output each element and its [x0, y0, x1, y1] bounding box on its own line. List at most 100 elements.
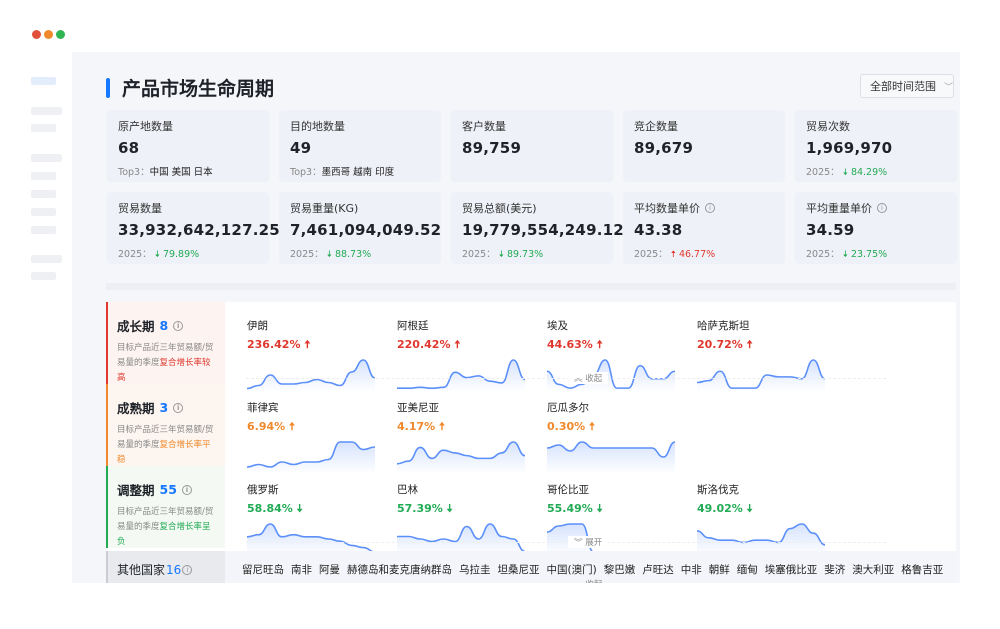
top3-row: Top3：中国 美国 日本: [118, 167, 213, 178]
sparkline-area: [397, 524, 525, 556]
stat-card: 目的地数量 49 Top3：墨西哥 越南 印度: [279, 110, 441, 182]
chevron-double-down-icon: ︾: [574, 538, 583, 548]
stage-count[interactable]: 3: [159, 400, 169, 415]
country-link[interactable]: 中国(澳门): [546, 564, 597, 576]
growth-rate: 220.42% 🠅: [397, 338, 461, 351]
sidebar-item[interactable]: [31, 226, 56, 234]
sparkline-line: [397, 441, 525, 465]
country-link[interactable]: 坦桑尼亚: [497, 564, 540, 576]
window-control-close[interactable]: [32, 30, 41, 39]
stage-info: 成长期 8 i 目标产品近三年贸易额/贸易量的季度复合增长率较高: [106, 302, 225, 384]
info-icon[interactable]: i: [705, 203, 715, 213]
collapse-button[interactable]: ︽ 收起: [568, 372, 609, 384]
sidebar-item[interactable]: [31, 172, 56, 180]
stat-value: 19,779,554,249.12: [462, 221, 624, 239]
country-trend-card[interactable]: 厄瓜多尔 0.30% 🠅: [547, 400, 677, 474]
stat-label: 贸易次数: [806, 120, 850, 133]
country-link[interactable]: 黎巴嫩: [603, 564, 636, 576]
sparkline: [247, 523, 375, 556]
country-link[interactable]: 格鲁吉亚: [901, 564, 944, 576]
arrow-down-icon: 🠇: [842, 167, 848, 178]
sparkline-area: [247, 524, 375, 556]
info-icon[interactable]: i: [181, 484, 192, 495]
sidebar-item[interactable]: [31, 124, 56, 132]
country-trend-card[interactable]: 俄罗斯 58.84% 🠇: [247, 482, 377, 556]
country-trend-card[interactable]: 菲律宾 6.94% 🠅: [247, 400, 377, 474]
stat-value: 1,969,970: [806, 139, 893, 157]
sidebar-item-active[interactable]: [31, 77, 56, 85]
growth-rate: 44.63% 🠅: [547, 338, 603, 351]
stage-count[interactable]: 16: [166, 562, 182, 577]
country-link[interactable]: 中非: [680, 564, 702, 576]
country-trend-card[interactable]: 斯洛伐克 49.02% 🠇: [697, 482, 827, 556]
country-link[interactable]: 赫德岛和麦克唐纳群岛: [347, 564, 452, 576]
info-icon[interactable]: i: [173, 320, 184, 331]
stage-info: 成熟期 3 i 目标产品近三年贸易额/贸易量的季度复合增长率平稳: [106, 384, 225, 466]
country-link[interactable]: 埃塞俄比亚: [764, 564, 818, 576]
stage-count[interactable]: 55: [159, 482, 177, 497]
sparkline-line: [247, 359, 375, 390]
window-control-maximize[interactable]: [56, 30, 65, 39]
sidebar-item[interactable]: [31, 255, 62, 263]
sidebar-item[interactable]: [31, 190, 56, 198]
country-link[interactable]: 朝鲜: [708, 564, 730, 576]
stat-label: 平均数量单价 i: [634, 200, 774, 216]
stage-description: 目标产品近三年贸易额/贸易量的季度复合增长率较高: [117, 343, 214, 383]
country-link[interactable]: 南非: [291, 564, 312, 576]
country-link[interactable]: 乌拉圭: [459, 564, 491, 576]
country-trend-card[interactable]: 伊朗 236.42% 🠅: [247, 318, 377, 392]
info-icon[interactable]: i: [182, 564, 193, 575]
growth-rate: 0.30% 🠅: [547, 420, 596, 433]
arrow-down-icon: 🠇: [498, 249, 504, 260]
stat-value: 33,932,642,127.25: [118, 221, 280, 239]
stat-label: 贸易总额(美元): [462, 202, 537, 215]
lifecycle-stages: 成长期 8 i 目标产品近三年贸易额/贸易量的季度复合增长率较高 伊朗 236.42…: [106, 302, 956, 583]
country-name: 菲律宾: [247, 402, 279, 414]
country-trend-card[interactable]: 埃及 44.63% 🠅: [547, 318, 677, 392]
stage-name: 成熟期 3 i: [117, 398, 215, 417]
info-icon[interactable]: i: [877, 203, 887, 213]
stage-count[interactable]: 8: [159, 318, 169, 333]
country-trend-card[interactable]: 巴林 57.39% 🠇: [397, 482, 527, 556]
sidebar-item[interactable]: [31, 154, 62, 162]
country-link[interactable]: 缅甸: [736, 564, 758, 576]
country-link[interactable]: 澳大利亚: [852, 564, 895, 576]
country-link[interactable]: 留尼旺岛: [242, 564, 284, 576]
country-trend-card[interactable]: 哈萨克斯坦 20.72% 🠅: [697, 318, 827, 392]
growth-rate: 236.42% 🠅: [247, 338, 311, 351]
country-link[interactable]: 卢旺达: [642, 564, 674, 576]
stat-label: 客户数量: [462, 120, 506, 133]
expand-button[interactable]: ︾ 展开: [568, 536, 609, 548]
sidebar-item[interactable]: [31, 272, 56, 280]
sidebar-item[interactable]: [31, 208, 56, 216]
arrow-down-icon: 🠇: [154, 249, 160, 260]
collapse-button[interactable]: ︽ 收起: [568, 578, 608, 583]
time-range-value: 全部时间范围: [870, 80, 936, 93]
stat-label: 贸易重量(KG): [290, 202, 359, 215]
arrow-up-icon: 🠅: [670, 249, 676, 260]
sidebar-item[interactable]: [31, 107, 62, 115]
country-name: 俄罗斯: [247, 484, 279, 496]
country-trend-card[interactable]: 阿根廷 220.42% 🠅: [397, 318, 527, 392]
time-range-select[interactable]: 全部时间范围 ﹀: [860, 74, 954, 98]
growth-rate: 55.49% 🠇: [547, 502, 603, 515]
window-control-minimize[interactable]: [44, 30, 53, 39]
change-row: 2025： 🠅 46.77%: [634, 249, 716, 260]
page-title-text: 产品市场生命周期: [122, 78, 275, 100]
country-trend-card[interactable]: 哥伦比亚 55.49% 🠇: [547, 482, 677, 556]
country-name: 斯洛伐克: [697, 484, 739, 496]
sparkline-line: [397, 523, 525, 553]
sparkline: [397, 441, 525, 474]
sparkline-line: [697, 523, 825, 546]
stage-description: 目标产品近三年贸易额/贸易量的季度复合增长率平稳: [117, 425, 214, 465]
country-link[interactable]: 阿曼: [319, 564, 340, 576]
change-row: 2025： 🠇 23.75%: [806, 249, 888, 260]
info-icon[interactable]: i: [173, 402, 184, 413]
stage-description: 目标产品近三年贸易额/贸易量的季度复合增长率呈负: [117, 507, 214, 547]
top3-row: Top3：墨西哥 越南 印度: [290, 167, 395, 178]
country-link[interactable]: 斐济: [824, 564, 846, 576]
arrow-up-icon: 🠅: [439, 420, 446, 433]
stage-row: 成长期 8 i 目标产品近三年贸易额/贸易量的季度复合增长率较高 伊朗 236.42…: [106, 302, 956, 392]
country-trend-card[interactable]: 亚美尼亚 4.17% 🠅: [397, 400, 527, 474]
stage-name: 调整期 55 i: [117, 480, 215, 499]
